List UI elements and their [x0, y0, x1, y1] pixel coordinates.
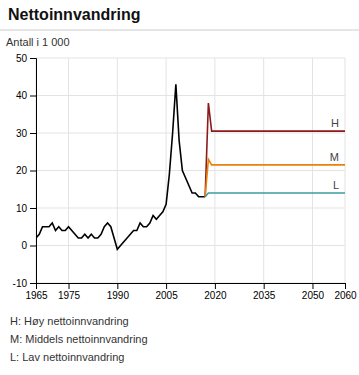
tick: 2035	[253, 283, 276, 301]
y-axis: -10 0 10 20 30 40 50	[13, 53, 37, 289]
tick-label: 2005	[155, 290, 178, 301]
tick: 40	[16, 90, 36, 101]
series-line	[36, 84, 205, 249]
grid-line-x	[312, 58, 313, 283]
axis-line	[30, 59, 37, 284]
grid-line-y	[36, 95, 345, 96]
tick: 2050	[302, 283, 325, 301]
tick-label: 50	[16, 53, 28, 64]
separator	[0, 30, 359, 31]
plot-area	[36, 84, 345, 249]
annotation: L: Lav nettoinnvandring	[10, 351, 124, 363]
tick: -10	[13, 278, 36, 289]
tick-mark	[166, 283, 167, 289]
tick: 2020	[204, 283, 227, 301]
grid-line-x	[263, 58, 264, 283]
tick: 1990	[107, 283, 130, 301]
tick-mark	[345, 283, 346, 289]
tick-label: 1965	[25, 290, 48, 301]
tick-mark	[30, 96, 36, 97]
grid-line-x	[214, 58, 215, 283]
tick-mark	[30, 171, 36, 172]
annotation: M: Middels nettoinnvandring	[10, 333, 148, 345]
tick: 30	[16, 128, 36, 139]
tick-label: -10	[13, 278, 28, 289]
tick: 2060	[334, 283, 357, 301]
tick: 50	[16, 53, 36, 64]
grid-line-y	[36, 245, 345, 246]
tick-label: 2050	[302, 290, 325, 301]
tick-label: 1990	[107, 290, 130, 301]
tick-mark	[30, 246, 36, 247]
axis-line	[37, 284, 346, 290]
series-label: H	[331, 117, 339, 129]
grid-line-x	[345, 58, 346, 283]
tick-mark	[264, 283, 265, 289]
tick-label: 30	[16, 128, 28, 139]
end-labels: H M L	[330, 117, 339, 191]
tick-label: 10	[16, 203, 28, 214]
tick-mark	[312, 283, 313, 289]
annotation: H: Høy nettoinnvandring	[10, 315, 129, 327]
annotations: H: Høy nettoinnvandring M: Middels nettoi…	[10, 315, 148, 363]
series-label: L	[333, 179, 339, 191]
tick-mark	[30, 208, 36, 209]
grid-line-y	[36, 133, 345, 134]
tick-label: 2020	[204, 290, 227, 301]
grid-line-x	[166, 58, 167, 283]
grid-line-y	[36, 58, 345, 59]
tick-mark	[30, 58, 36, 59]
tick-label: 2060	[334, 290, 357, 301]
tick-mark	[69, 283, 70, 289]
x-axis: 1965 1975 1990 2005 2020 2035 2050 2060	[25, 283, 357, 301]
grid-line-y	[36, 170, 345, 171]
series-line	[205, 103, 345, 197]
tick-label: 40	[16, 90, 28, 101]
tick: 20	[16, 165, 36, 176]
grid-line-x	[68, 58, 69, 283]
title: Nettoinnvandring	[8, 6, 140, 23]
grid-line-y	[36, 208, 345, 209]
tick: 2005	[155, 283, 178, 301]
grid	[36, 58, 345, 283]
y-axis-title: Antall i 1 000	[6, 36, 70, 48]
tick-mark	[215, 283, 216, 289]
series-label: M	[330, 151, 339, 163]
tick: 0	[21, 240, 36, 251]
series-line	[205, 193, 345, 197]
series-line	[205, 159, 345, 197]
tick-label: 2035	[253, 290, 276, 301]
tick: 10	[16, 203, 36, 214]
tick-mark	[30, 283, 36, 284]
tick: 1965	[25, 283, 48, 301]
tick-mark	[30, 133, 36, 134]
tick-mark	[117, 283, 118, 289]
tick-label: 0	[21, 240, 27, 251]
tick-label: 20	[16, 165, 28, 176]
tick: 1975	[58, 283, 81, 301]
chart: NettoinnvandringAntall i 1 0001965197519…	[0, 0, 359, 375]
tick-label: 1975	[58, 290, 81, 301]
